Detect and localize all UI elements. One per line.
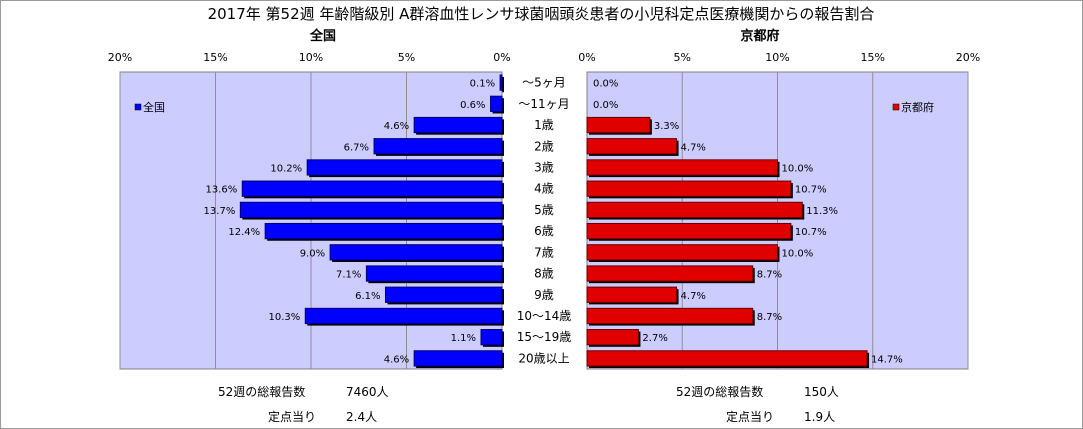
panel-right-data-label: 3.3% <box>654 121 679 132</box>
panel-right-data-label: 2.7% <box>642 333 667 344</box>
panel-right-data-label: 10.0% <box>782 248 814 259</box>
panel-right-data-label: 0.0% <box>593 100 618 111</box>
panel-left-bar <box>499 74 503 91</box>
panel-right-tick-label: 20% <box>956 51 980 64</box>
panel-left-bar <box>365 265 503 282</box>
footer-left-reports-value: 7460人 <box>346 385 389 399</box>
panel-left-bar <box>304 307 503 325</box>
panel-right-bar <box>586 350 868 367</box>
category-label: 9歳 <box>534 288 554 302</box>
panel-left-bar <box>329 244 503 261</box>
panel-left-bar <box>306 159 503 176</box>
panel-left-legend-swatch <box>134 103 142 111</box>
panel-right-title: 京都府 <box>740 28 779 44</box>
panel-left-data-label: 10.3% <box>268 312 300 323</box>
panel-right-bar <box>586 201 803 219</box>
panel-right-bar <box>586 265 754 282</box>
panel-right-tick-label: 5% <box>674 51 691 64</box>
footer-right-reports-label: 52週の総報告数 <box>676 385 764 399</box>
panel-left-bar <box>373 138 503 155</box>
panel-left-bar <box>264 222 503 240</box>
panel-left-bar <box>241 180 503 197</box>
panel-right-bar <box>586 180 792 197</box>
panel-left-bar <box>480 329 503 346</box>
panel-right-data-label: 4.7% <box>681 142 706 153</box>
panel-left-data-label: 4.6% <box>384 121 409 132</box>
category-label: 2歳 <box>534 139 554 153</box>
panel-right-bar <box>586 138 678 155</box>
footer-left-per-site-value: 2.4人 <box>346 410 378 424</box>
panel-right-data-label: 4.7% <box>681 291 706 302</box>
panel-left-data-label: 12.4% <box>228 227 260 238</box>
panel-left-tick-label: 5% <box>398 51 415 64</box>
footer-left-reports-label: 52週の総報告数 <box>218 385 306 399</box>
panel-left-bar <box>413 350 503 367</box>
panel-left-data-label: 13.6% <box>205 185 237 196</box>
panel-left-tick-label: 0% <box>493 51 510 64</box>
panel-left-legend-label: 全国 <box>143 100 165 114</box>
panel-right-data-label: 10.7% <box>795 185 827 196</box>
panel-left-title: 全国 <box>309 28 336 44</box>
panel-left-bar <box>239 201 503 219</box>
panel-left-data-label: 13.7% <box>204 206 236 217</box>
panel-left-tick-label: 15% <box>203 51 227 64</box>
category-label: ～5ヶ月 <box>522 76 566 90</box>
panel-left-data-label: 7.1% <box>336 270 361 281</box>
panel-left-data-label: 1.1% <box>451 333 476 344</box>
panel-left-tick-label: 10% <box>299 51 323 64</box>
footer-right-per-site-value: 1.9人 <box>804 410 836 424</box>
category-label: 7歳 <box>534 245 554 259</box>
panel-left-bar <box>413 116 503 134</box>
panel-right-data-label: 10.7% <box>795 227 827 238</box>
category-label: 6歳 <box>534 224 554 238</box>
panel-right-tick-label: 10% <box>765 51 789 64</box>
panel-right-bar <box>586 159 778 176</box>
panel-right-data-label: 0.0% <box>593 79 618 90</box>
panel-left-data-label: 0.1% <box>470 79 495 90</box>
panel-right-bar <box>586 286 678 303</box>
category-label: 1歳 <box>534 118 554 132</box>
footer-right-reports-value: 150人 <box>804 385 839 399</box>
category-label: 20歳以上 <box>518 351 569 365</box>
panel-right-bar <box>586 307 754 325</box>
panel-left-bar-shadow <box>502 76 504 93</box>
footer-right-per-site-label: 定点当り <box>726 410 775 424</box>
footer-left-per-site-label: 定点当り <box>268 410 317 424</box>
panel-left-data-label: 9.0% <box>300 248 325 259</box>
panel-left-data-label: 6.1% <box>355 291 380 302</box>
panel-left-bar <box>384 286 503 303</box>
panel-left-data-label: 10.2% <box>270 163 302 174</box>
category-label: ～11ヶ月 <box>518 97 569 111</box>
panel-right-bar <box>586 329 639 346</box>
panel-right-bar <box>586 244 778 261</box>
panel-right-data-label: 10.0% <box>782 163 814 174</box>
panel-right-legend-swatch <box>892 103 900 111</box>
panel-right-data-label: 8.7% <box>757 312 782 323</box>
panel-right-data-label: 11.3% <box>806 206 838 217</box>
panel-left-tick-label: 20% <box>108 51 132 64</box>
panel-right-tick-label: 15% <box>861 51 885 64</box>
category-label: 10～14歳 <box>517 309 572 323</box>
panel-right-legend-label: 京都府 <box>901 100 934 114</box>
panel-right-bar <box>586 116 651 134</box>
panel-right-data-label: 14.7% <box>871 354 903 365</box>
panel-right-tick-label: 0% <box>578 51 595 64</box>
panel-left-data-label: 6.7% <box>344 142 369 153</box>
panel-right-data-label: 8.7% <box>757 270 782 281</box>
panel-left-data-label: 0.6% <box>460 100 485 111</box>
panel-right-bar <box>586 222 792 240</box>
panel-left-data-label: 4.6% <box>384 354 409 365</box>
panel-left-bar <box>490 95 503 112</box>
category-label: 8歳 <box>534 267 554 281</box>
category-label: 4歳 <box>534 182 554 196</box>
category-label: 5歳 <box>534 203 554 217</box>
chart-title: 2017年 第52週 年齢階級別 A群溶血性レンサ球菌咽頭炎患者の小児科定点医療… <box>208 5 875 23</box>
category-label: 3歳 <box>534 160 554 174</box>
category-label: 15～19歳 <box>517 330 572 344</box>
